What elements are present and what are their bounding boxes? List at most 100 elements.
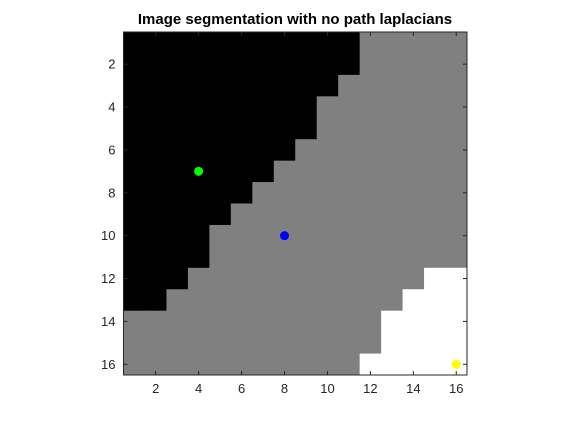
heatmap-cell <box>295 53 318 76</box>
x-tick-label: 10 <box>320 381 334 396</box>
heatmap-cell <box>252 139 275 162</box>
heatmap-cell <box>144 53 167 76</box>
heatmap-cell <box>252 246 275 269</box>
heatmap-cell <box>166 332 189 354</box>
heatmap-cell <box>230 246 253 269</box>
heatmap-cell <box>402 246 425 269</box>
heatmap-cell <box>166 96 189 119</box>
heatmap-cell <box>295 182 318 204</box>
heatmap-cell <box>187 353 210 376</box>
heatmap-cell <box>252 224 275 247</box>
heatmap-cell <box>338 32 361 54</box>
heatmap-cell <box>144 289 167 312</box>
heatmap-cell <box>230 289 253 312</box>
heatmap-cell <box>359 332 382 354</box>
heatmap-cell <box>230 117 253 140</box>
y-tick-label: 12 <box>101 271 115 286</box>
x-tick-label: 12 <box>363 381 377 396</box>
heatmap-cell <box>316 310 339 333</box>
heatmap-cell <box>445 310 468 333</box>
heatmap-cell <box>123 203 146 226</box>
heatmap-cell <box>359 267 382 290</box>
heatmap-cell <box>209 310 232 333</box>
heatmap-cell <box>209 203 232 226</box>
heatmap-cell <box>123 160 146 183</box>
heatmap-cell <box>402 53 425 76</box>
heatmap-cell <box>316 53 339 76</box>
heatmap-cell <box>338 289 361 312</box>
heatmap-cell <box>144 74 167 97</box>
heatmap-cell <box>123 32 146 54</box>
heatmap-cell <box>295 353 318 376</box>
heatmap-cell <box>144 224 167 247</box>
heatmap-cell <box>230 32 253 54</box>
heatmap-cell <box>295 96 318 119</box>
heatmap-cell <box>316 332 339 354</box>
heatmap-cell <box>359 32 382 54</box>
heatmap-cell <box>402 267 425 290</box>
heatmap-cell <box>338 96 361 119</box>
heatmap-cell <box>230 160 253 183</box>
heatmap-cell <box>338 246 361 269</box>
heatmap-cell <box>424 289 446 312</box>
heatmap-cell <box>123 267 146 290</box>
heatmap-cell <box>187 117 210 140</box>
heatmap-cell <box>295 289 318 312</box>
heatmap-cell <box>381 96 403 119</box>
heatmap-cell <box>445 182 468 204</box>
heatmap-cell <box>445 267 468 290</box>
heatmap-cell <box>402 32 425 54</box>
heatmap-cell <box>445 203 468 226</box>
heatmap-cell <box>316 32 339 54</box>
heatmap-cell <box>316 289 339 312</box>
heatmap-cell <box>338 332 361 354</box>
heatmap-cell <box>187 332 210 354</box>
heatmap-cell <box>252 96 275 119</box>
heatmap-cell <box>402 117 425 140</box>
heatmap-cell <box>424 310 446 333</box>
heatmap-cell <box>338 267 361 290</box>
heatmap-cell <box>402 224 425 247</box>
y-tick-label: 6 <box>108 142 115 157</box>
heatmap-cell <box>273 289 296 312</box>
heatmap-cell <box>424 160 446 183</box>
heatmap-cell <box>445 96 468 119</box>
heatmap-cell <box>230 74 253 97</box>
heatmap-cell <box>187 32 210 54</box>
heatmap-cell <box>424 353 446 376</box>
heatmap-cell <box>273 203 296 226</box>
heatmap-cell <box>316 74 339 97</box>
heatmap-cell <box>381 139 403 162</box>
heatmap-cell <box>295 246 318 269</box>
plot-area: 2 4 6 8 10 12 14 16 2 4 6 8 10 12 14 16 <box>101 31 468 396</box>
heatmap-cell <box>359 203 382 226</box>
heatmap-cell <box>381 53 403 76</box>
heatmap-cell <box>338 117 361 140</box>
heatmap-cell <box>166 310 189 333</box>
x-tick-label: 16 <box>449 381 463 396</box>
heatmap-cell <box>424 32 446 54</box>
x-tick-label: 8 <box>281 381 288 396</box>
y-tick-label: 10 <box>101 228 115 243</box>
heatmap-cell <box>273 139 296 162</box>
heatmap-cell <box>381 289 403 312</box>
heatmap-cell <box>402 96 425 119</box>
heatmap-cell <box>187 289 210 312</box>
heatmap-cell <box>402 353 425 376</box>
heatmap-cell <box>424 182 446 204</box>
heatmap-cell <box>209 332 232 354</box>
heatmap-cell <box>316 267 339 290</box>
heatmap-cell <box>166 182 189 204</box>
heatmap-cell <box>295 203 318 226</box>
heatmap-cell <box>381 267 403 290</box>
heatmap-cell <box>230 310 253 333</box>
heatmap-cell <box>273 53 296 76</box>
heatmap-cell <box>445 289 468 312</box>
heatmap-cell <box>381 32 403 54</box>
heatmap-cell <box>123 246 146 269</box>
heatmap-cell <box>316 160 339 183</box>
heatmap-cell <box>424 246 446 269</box>
heatmap-cell <box>166 74 189 97</box>
heatmap-cell <box>273 32 296 54</box>
heatmap-cell <box>359 246 382 269</box>
